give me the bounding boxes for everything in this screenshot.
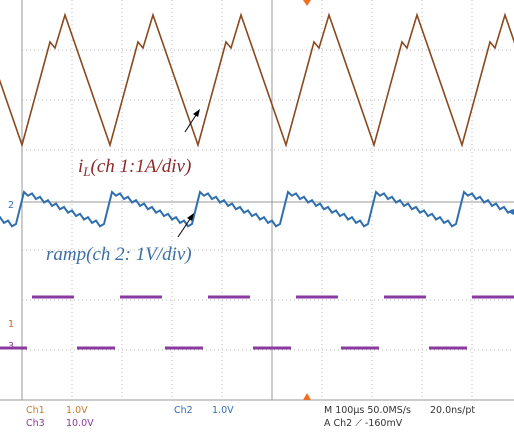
ramp-label: ramp(ch 2: 1V/div) [46,244,192,265]
timebase: M 100µs 50.0MS/s [324,405,411,416]
trigger-pos-top [303,0,311,6]
ch1-trace [0,12,514,148]
arrowhead-il [193,109,200,117]
ch2-trace [0,190,514,228]
ch1-scale: 1.0V [66,405,88,416]
ch1-marker: 1 [8,319,14,330]
ch2-scale: 1.0V [212,405,234,416]
ch2-name: Ch2 [174,405,193,416]
trigger-pos-bottom [303,393,311,400]
graticule-bg [0,0,514,400]
arrowhead-ramp [187,213,194,221]
ch3-marker: 3 [8,341,14,352]
ch3-name: Ch3 [26,418,45,429]
il-label: iL(ch 1:1A/div) [78,156,191,179]
trigger: A Ch2 ⟋ -160mV [324,418,403,429]
ch2-marker: 2 [8,200,14,211]
resolution: 20.0ns/pt [430,405,475,416]
ch1-name: Ch1 [26,405,45,416]
ch3-trace [0,295,514,350]
ch3-scale: 10.0V [66,418,94,429]
graticule [22,0,514,400]
